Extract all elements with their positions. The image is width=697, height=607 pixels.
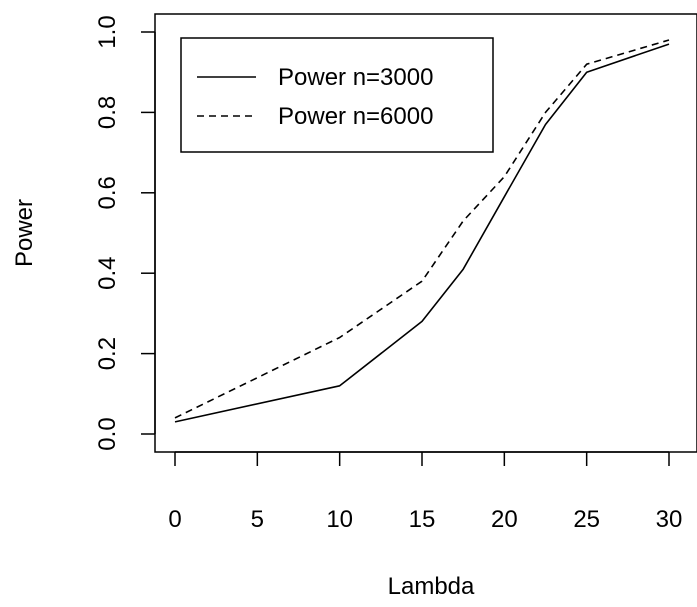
legend-label-n3000: Power n=3000 bbox=[278, 64, 433, 91]
series-line-n6000 bbox=[174, 39, 670, 419]
legend-label-n6000: Power n=6000 bbox=[278, 103, 433, 130]
legend-box bbox=[180, 37, 494, 153]
y-tick-label: 0.0 bbox=[94, 417, 121, 450]
x-tick-label: 20 bbox=[491, 506, 518, 533]
x-tick-label: 10 bbox=[326, 506, 353, 533]
x-axis-label: Lambda bbox=[388, 573, 475, 600]
y-axis-label: Power bbox=[11, 199, 38, 267]
x-tick-label: 30 bbox=[656, 506, 683, 533]
x-tick-label: 0 bbox=[168, 506, 181, 533]
y-tick-label: 0.8 bbox=[94, 96, 121, 129]
y-tick-label: 1.0 bbox=[94, 15, 121, 48]
y-tick-label: 0.2 bbox=[94, 337, 121, 370]
x-tick-label: 15 bbox=[409, 506, 436, 533]
y-axis: 0.0 0.2 0.4 0.6 0.8 1.0 bbox=[94, 15, 156, 451]
x-axis: 0 5 10 15 20 25 30 bbox=[168, 451, 683, 533]
x-tick-label: 5 bbox=[251, 506, 264, 533]
legend: Power n=3000 Power n=6000 bbox=[180, 37, 494, 153]
y-tick-label: 0.6 bbox=[94, 176, 121, 209]
x-tick-label: 25 bbox=[573, 506, 600, 533]
series-layer bbox=[174, 39, 670, 423]
series-line-n3000 bbox=[174, 43, 670, 423]
y-tick-label: 0.4 bbox=[94, 257, 121, 290]
